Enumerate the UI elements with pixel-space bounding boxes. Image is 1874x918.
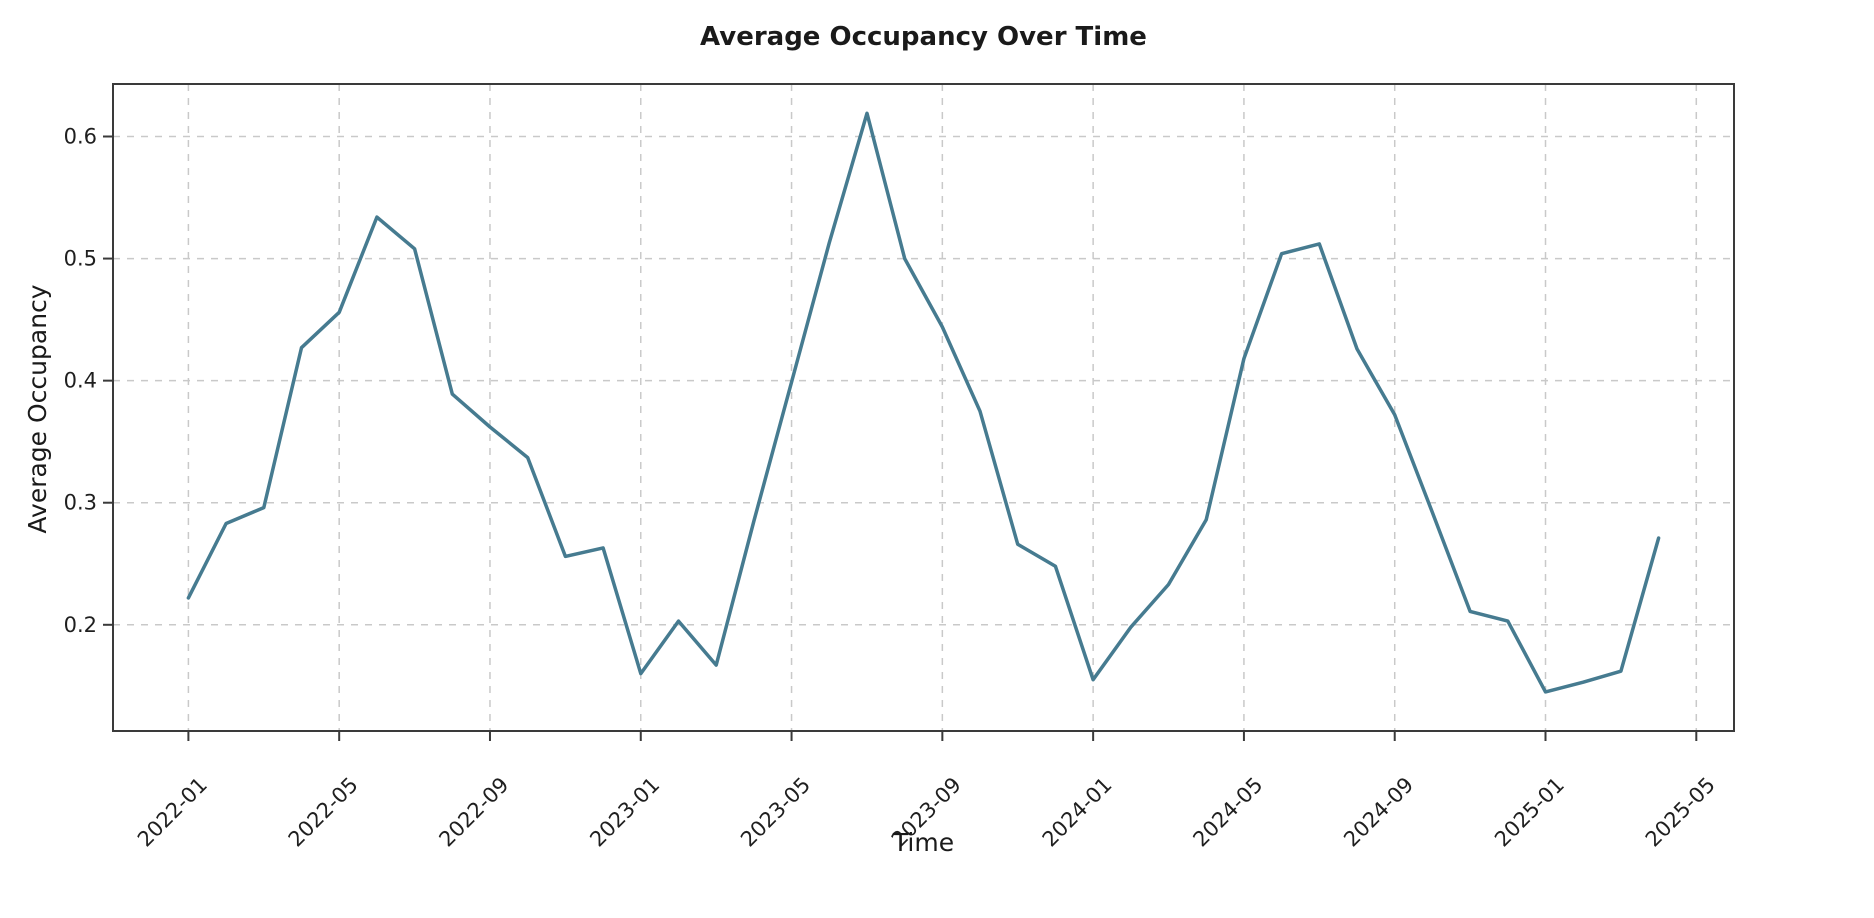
occupancy-line [186, 111, 1661, 694]
chart-title: Average Occupancy Over Time [700, 22, 1147, 52]
y-tick-label: 0.5 [64, 247, 97, 271]
y-tick-label: 0.2 [64, 613, 97, 637]
x-axis-label: Time [892, 828, 955, 857]
y-tick-label: 0.4 [64, 369, 97, 393]
y-tick-label: 0.6 [64, 124, 97, 148]
y-tick-label: 0.3 [64, 491, 97, 515]
y-axis-label: Average Occupancy [23, 284, 52, 534]
plot-border [112, 83, 1735, 732]
